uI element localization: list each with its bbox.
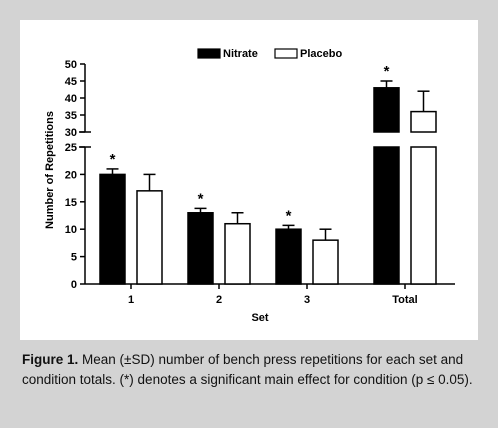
y-tick-label: 30 — [65, 127, 77, 139]
bar-placebo — [312, 239, 339, 285]
bar-nitrate-lower — [373, 146, 400, 285]
legend-label-nitrate: Nitrate — [223, 48, 258, 60]
figure-caption-text: Mean (±SD) number of bench press repetit… — [22, 352, 473, 387]
y-tick-label: 50 — [65, 59, 77, 71]
significance-marker: * — [286, 207, 292, 224]
x-tick-label: 2 — [216, 294, 222, 306]
y-tick-label: 35 — [65, 110, 77, 122]
y-tick-label: 0 — [71, 279, 77, 291]
significance-marker: * — [384, 63, 390, 80]
significance-marker: * — [198, 190, 204, 207]
bar-chart: 0 5 10 15 20 25 30 35 40 45 50 1 * 2 * 3 * Total * Number o… — [44, 48, 455, 324]
bar-placebo — [224, 222, 251, 285]
y-tick-label: 15 — [65, 197, 77, 209]
bar-nitrate — [99, 173, 126, 285]
significance-marker: * — [110, 151, 116, 168]
x-axis-title: Set — [251, 312, 268, 324]
y-tick-label: 20 — [65, 169, 77, 181]
bar-placebo-upper — [410, 110, 437, 133]
y-tick-label: 5 — [71, 252, 77, 264]
bar-nitrate — [275, 228, 302, 285]
legend-swatch-nitrate — [197, 48, 221, 59]
y-axis-title: Number of Repetitions — [44, 111, 56, 229]
bar-nitrate — [187, 212, 214, 285]
bar-nitrate-upper — [373, 87, 400, 133]
y-tick-label: 45 — [65, 76, 77, 88]
figure-caption-label: Figure 1. — [22, 352, 79, 367]
bar-placebo — [136, 190, 163, 285]
bar-placebo-lower — [410, 146, 437, 285]
x-tick-label: Total — [392, 294, 417, 306]
legend-label-placebo: Placebo — [300, 48, 342, 60]
legend-swatch-placebo — [274, 48, 298, 59]
y-tick-label: 25 — [65, 142, 77, 154]
x-tick-label: 3 — [304, 294, 310, 306]
y-tick-label: 40 — [65, 93, 77, 105]
figure-caption: Figure 1. Mean (±SD) number of bench pre… — [22, 350, 478, 390]
y-tick-label: 10 — [65, 224, 77, 236]
plot-panel: 0 5 10 15 20 25 30 35 40 45 50 1 * 2 * 3 * Total * Number o… — [20, 20, 478, 340]
x-tick-label: 1 — [128, 294, 134, 306]
